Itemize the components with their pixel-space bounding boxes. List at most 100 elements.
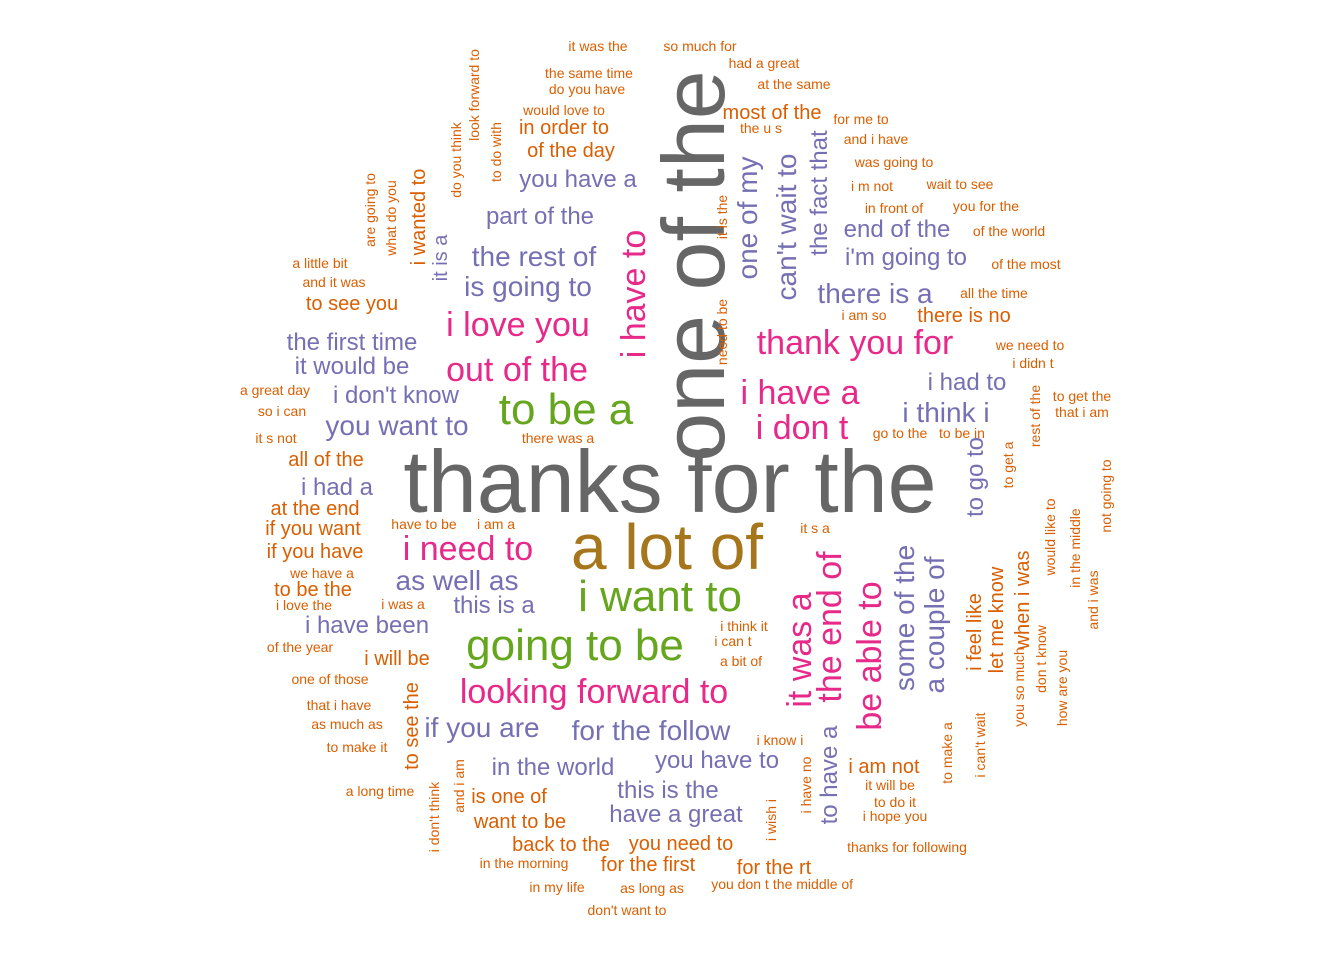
word-i-love-the: i love the: [275, 597, 333, 613]
word-in-the-middle: in the middle: [1067, 508, 1083, 588]
word-the-rest-of: the rest of: [471, 241, 597, 272]
word-you-want-to: you want to: [325, 410, 469, 441]
word-don-t-know: don t know: [1033, 625, 1049, 693]
word-i-had-a: i had a: [300, 474, 374, 501]
word-not-going-to: not going to: [1098, 459, 1114, 533]
word-you-have-a: you have a: [519, 166, 637, 193]
word-i-can-t: i can t: [714, 633, 752, 649]
word-i-will-be: i will be: [364, 648, 430, 670]
word-there-is-no: there is no: [917, 305, 1011, 327]
word-the-u-s: the u s: [739, 120, 783, 136]
word-at-the-end: at the end: [270, 498, 360, 520]
word-to-have-a: to have a: [816, 725, 843, 825]
word-for-the-rt: for the rt: [736, 857, 812, 879]
word-do-you-think: do you think: [448, 122, 464, 198]
word-if-you-are: if you are: [424, 712, 540, 743]
word-if-you-want: if you want: [265, 518, 361, 540]
word-for-the-first: for the first: [600, 854, 696, 876]
word-there-is-a: there is a: [817, 278, 933, 309]
word-at-the-same: at the same: [757, 76, 831, 92]
word-can-t-wait-to: can't wait to: [771, 153, 802, 301]
word-i-m-going-to: i'm going to: [845, 244, 967, 271]
word-for-me-to: for me to: [833, 111, 889, 127]
word-and-it-was: and it was: [302, 274, 366, 290]
word-you-need-to: you need to: [628, 833, 734, 855]
word-would-like-to: would like to: [1042, 498, 1058, 576]
word-to-make-a: to make a: [939, 722, 955, 784]
word-in-my-life: in my life: [529, 879, 585, 895]
word-are-going-to: are going to: [362, 173, 378, 247]
word-going-to-be: going to be: [466, 621, 684, 670]
word-you-have-to: you have to: [654, 747, 780, 774]
word-you-for-the: you for the: [952, 198, 1020, 214]
word-you-don-t: you don t: [711, 876, 769, 892]
word-the-first-time: the first time: [286, 329, 418, 356]
word-need-to-be: need to be: [714, 298, 730, 366]
word-i-had-to: i had to: [927, 369, 1007, 396]
word-had-a-great: had a great: [728, 55, 800, 71]
word-to-be-a: to be a: [498, 385, 634, 434]
word-end-of-the: end of the: [843, 216, 951, 243]
word-back-to-the: back to the: [512, 834, 610, 856]
word-to-see-you: to see you: [305, 293, 399, 315]
word-i-don-t-think: i don't think: [426, 781, 442, 853]
word-it-is-the: it is the: [714, 194, 730, 240]
word-to-do-it: to do it: [873, 794, 917, 810]
word-a-lot-of: a lot of: [570, 511, 764, 583]
word-you-so-much: you so much: [1011, 647, 1027, 727]
word-most-of-the: most of the: [722, 102, 822, 124]
word-the-end-of: the end of: [811, 551, 849, 703]
word-of-the-world: of the world: [972, 223, 1046, 239]
word-one-of-those: one of those: [291, 671, 369, 687]
word-it-was-the: it was the: [568, 38, 628, 54]
word-this-is-a: this is a: [453, 592, 535, 619]
word-have-to-be: have to be: [391, 516, 457, 532]
word-i-am-a: i am a: [476, 516, 516, 532]
word-to-be-the: to be the: [274, 579, 352, 601]
word-would-love-to: would love to: [523, 102, 605, 118]
word-i-wish-i: i wish i: [763, 798, 779, 842]
word-a-little-bit: a little bit: [292, 255, 348, 271]
word-some-of-the: some of the: [889, 544, 920, 692]
word-a-bit-of: a bit of: [719, 653, 763, 669]
word-i-know-i: i know i: [756, 732, 804, 748]
word-if-you-have: if you have: [266, 541, 364, 563]
word-of-the-year: of the year: [266, 639, 334, 655]
word-how-are-you: how are you: [1054, 649, 1070, 727]
word-let-me-know: let me know: [986, 566, 1008, 674]
word-this-is-the: this is the: [617, 777, 719, 804]
word-to-get-a: to get a: [1000, 441, 1016, 489]
word-be-able-to: be able to: [851, 581, 889, 731]
word-in-front-of: in front of: [864, 200, 924, 216]
word-do-you-have: do you have: [548, 81, 626, 97]
word-what-do-you: what do you: [383, 180, 399, 256]
word-to-get-the: to get the: [1052, 388, 1112, 404]
word-i-m-not: i m not: [850, 178, 894, 194]
word-the-fact-that: the fact that: [806, 130, 833, 256]
word-i-hope-you: i hope you: [862, 808, 928, 824]
word-in-order-to: in order to: [518, 117, 610, 139]
word-to-be-in: to be in: [939, 425, 985, 441]
word-it-s-not: it s not: [255, 430, 297, 446]
word-look-forward-to: look forward to: [466, 49, 482, 141]
word-have-a-great: have a great: [609, 801, 743, 828]
word-there-was-a: there was a: [521, 430, 595, 446]
word-the-same-time: the same time: [545, 65, 633, 81]
word-for-the-follow: for the follow: [571, 715, 731, 746]
word-don-t-want-to: don't want to: [587, 902, 667, 918]
word-i-think-i: i think i: [902, 397, 990, 428]
word-of-the-most: of the most: [991, 256, 1061, 272]
word-i-didn-t: i didn t: [1012, 355, 1054, 371]
word-to-make-it: to make it: [326, 739, 388, 755]
word-i-have-no: i have no: [798, 756, 814, 814]
word-one-of-the: one of the: [644, 70, 743, 462]
word-i-am-not: i am not: [848, 756, 920, 778]
word-it-is-a: it is a: [430, 234, 452, 282]
word-that-i-am: that i am: [1055, 404, 1109, 420]
word-that-i-have: that i have: [306, 697, 372, 713]
word-when-i-was: when i was: [1012, 550, 1034, 650]
word-it-will-be: it will be: [865, 777, 915, 793]
word-thanks-for-the: thanks for the: [403, 432, 937, 531]
word-one-of-my: one of my: [732, 156, 763, 280]
